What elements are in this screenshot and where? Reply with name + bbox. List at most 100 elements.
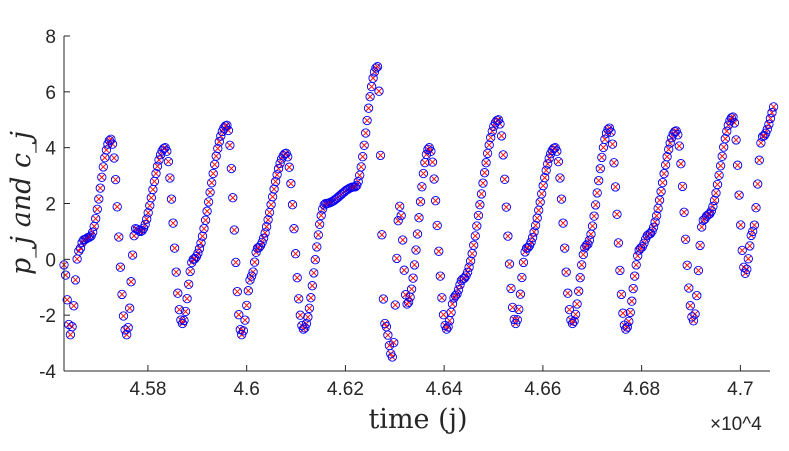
data-point-x: [411, 261, 418, 269]
data-point-circle: [252, 243, 263, 253]
data-point-x: [112, 176, 119, 183]
data-point-circle: [581, 240, 591, 251]
data-point-circle: [213, 143, 223, 154]
data-point-circle: [610, 182, 621, 192]
data-point-x: [73, 255, 81, 263]
data-point-circle: [313, 230, 323, 240]
data-point-circle: [395, 201, 405, 211]
data-point-x: [469, 250, 476, 257]
data-point-circle: [570, 309, 581, 320]
data-point-circle: [529, 227, 539, 237]
data-point-circle: [174, 304, 184, 315]
data-point-x: [315, 231, 322, 239]
data-point-circle: [465, 256, 476, 266]
data-point-x: [698, 223, 705, 231]
data-point-x: [97, 184, 104, 192]
data-point-circle: [67, 322, 77, 332]
data-point-circle: [356, 162, 366, 172]
data-point-x: [520, 259, 527, 266]
data-point-circle: [143, 208, 153, 218]
data-point-circle: [140, 219, 150, 230]
data-point-circle: [645, 228, 656, 239]
data-point-circle: [283, 152, 293, 162]
data-point-circle: [567, 318, 578, 329]
data-point-x: [208, 179, 215, 186]
data-point-circle: [126, 277, 136, 287]
data-point-circle: [309, 268, 319, 278]
data-point-circle: [94, 194, 104, 204]
data-point-x: [384, 331, 392, 339]
data-point-x: [146, 202, 153, 209]
data-point-circle: [430, 196, 441, 206]
data-point-circle: [361, 128, 371, 138]
data-point-circle: [553, 156, 564, 167]
data-point-x: [498, 132, 505, 140]
data-point-circle: [555, 173, 565, 183]
data-point-x: [475, 212, 482, 219]
data-point-circle: [618, 308, 628, 318]
data-point-circle: [486, 132, 496, 143]
data-point-x: [472, 232, 479, 240]
data-point-x: [94, 206, 101, 213]
data-point-circle: [287, 200, 298, 210]
data-point-circle: [512, 315, 522, 325]
data-point-circle: [768, 102, 779, 112]
data-point-circle: [680, 234, 691, 244]
data-point-x: [92, 215, 99, 222]
data-point-circle: [414, 213, 424, 223]
data-point-circle: [220, 121, 231, 131]
data-point-x: [627, 309, 634, 316]
data-point-x: [312, 256, 319, 263]
data-point-circle: [85, 232, 95, 242]
data-point-circle: [654, 195, 665, 205]
data-point-x: [580, 251, 587, 258]
data-point-x: [313, 243, 320, 251]
data-point-circle: [180, 306, 191, 317]
data-point-x: [95, 195, 102, 203]
data-point-x: [306, 305, 313, 312]
data-point-circle: [226, 163, 237, 174]
data-point-circle: [612, 209, 622, 219]
data-point-circle: [222, 120, 232, 130]
data-point-x: [149, 186, 157, 193]
data-point-x: [362, 129, 369, 137]
data-point-circle: [587, 221, 598, 231]
data-point-x: [590, 212, 598, 220]
data-point-circle: [518, 257, 529, 268]
data-point-circle: [234, 310, 244, 320]
data-point-x: [440, 311, 447, 318]
data-point-x: [717, 162, 724, 169]
data-point-circle: [137, 225, 147, 236]
x-tick-label: 4.68: [623, 379, 660, 400]
data-point-circle: [470, 231, 480, 241]
data-point-circle: [432, 220, 442, 231]
data-point-circle: [569, 316, 579, 326]
data-point-x: [654, 205, 662, 212]
data-point-x: [537, 198, 544, 206]
y-axis-label: p_j and c_j: [6, 131, 37, 275]
data-point-circle: [481, 158, 491, 168]
data-point-circle: [697, 222, 707, 232]
data-point-circle: [540, 173, 550, 183]
data-point-circle: [714, 170, 724, 180]
data-point-x: [518, 274, 526, 281]
data-point-circle: [69, 301, 79, 311]
data-point-x: [286, 164, 293, 171]
data-point-circle: [498, 150, 508, 160]
data-point-circle: [106, 134, 116, 144]
data-point-circle: [434, 246, 444, 256]
data-point-circle: [228, 193, 238, 203]
data-point-circle: [671, 126, 681, 136]
data-point-circle: [541, 165, 551, 176]
data-point-circle: [682, 260, 692, 270]
data-point-x: [567, 316, 575, 324]
data-point-circle: [443, 322, 453, 332]
data-point-x: [173, 268, 180, 276]
data-point-circle: [484, 140, 494, 150]
data-point-circle: [684, 283, 694, 293]
data-point-x: [67, 331, 74, 338]
data-point-x: [127, 278, 135, 285]
data-point-x: [405, 299, 412, 306]
data-point-circle: [709, 195, 720, 206]
